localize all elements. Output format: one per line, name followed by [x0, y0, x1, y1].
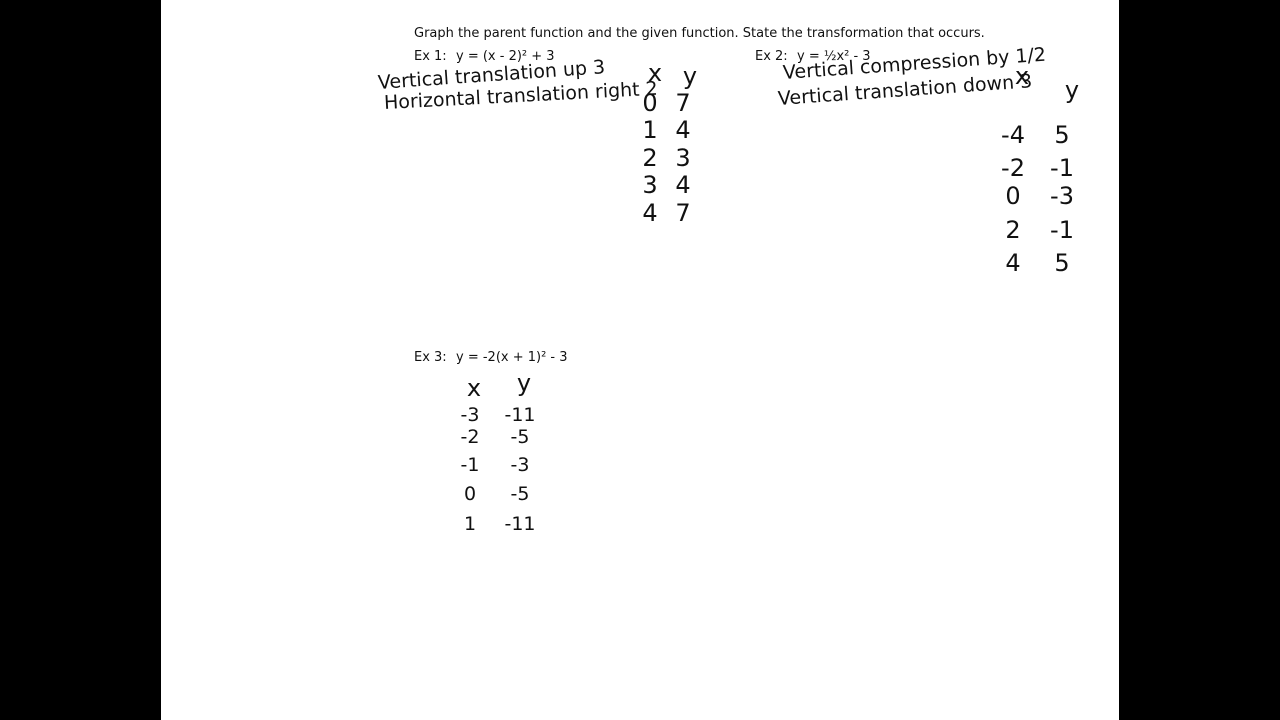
table-header: x	[466, 374, 482, 402]
table-cell: 4	[675, 116, 691, 144]
table-cell: -1	[460, 454, 480, 476]
table-cell: -1	[1050, 216, 1074, 244]
table-cell: 2	[1005, 216, 1021, 244]
example-label: Ex 3:	[414, 350, 447, 365]
table-cell: -1	[1050, 154, 1074, 182]
table-cell: 4	[642, 199, 658, 227]
table-header: y	[516, 369, 532, 397]
table-cell: 5	[1054, 249, 1070, 277]
table-cell: 7	[675, 89, 691, 117]
example-label: Ex 2:	[755, 49, 788, 64]
table-cell: -5	[510, 483, 530, 505]
table-cell: 0	[1005, 182, 1021, 210]
table-cell: 0	[463, 483, 477, 505]
table-header: x	[1014, 62, 1030, 90]
table-cell: -5	[510, 426, 530, 448]
instructions: Graph the parent function and the given …	[414, 26, 985, 41]
equation: y = ½x² - 3	[797, 49, 871, 64]
equation: y = (x - 2)² + 3	[456, 49, 555, 64]
table-header: y	[1064, 76, 1080, 104]
table-cell: -2	[460, 426, 480, 448]
table-cell: -11	[504, 513, 536, 535]
table-cell: 2	[642, 144, 658, 172]
table-cell: -3	[1050, 182, 1074, 210]
equation: y = -2(x + 1)² - 3	[456, 350, 568, 365]
table-cell: -11	[504, 404, 536, 426]
table-cell: 1	[463, 513, 477, 535]
table-header: x	[647, 59, 663, 87]
table-cell: 4	[675, 171, 691, 199]
table-cell: 5	[1054, 121, 1070, 149]
table-cell: -3	[510, 454, 530, 476]
table-cell: 4	[1005, 249, 1021, 277]
table-cell: 1	[642, 116, 658, 144]
table-cell: 3	[642, 171, 658, 199]
table-cell: -3	[460, 404, 480, 426]
table-cell: 7	[675, 199, 691, 227]
table-cell: -4	[1001, 121, 1025, 149]
worksheet	[161, 0, 1119, 720]
table-cell: 3	[675, 144, 691, 172]
table-header: y	[682, 62, 698, 90]
example-label: Ex 1:	[414, 49, 447, 64]
table-cell: -2	[1001, 154, 1025, 182]
table-cell: 0	[642, 89, 658, 117]
